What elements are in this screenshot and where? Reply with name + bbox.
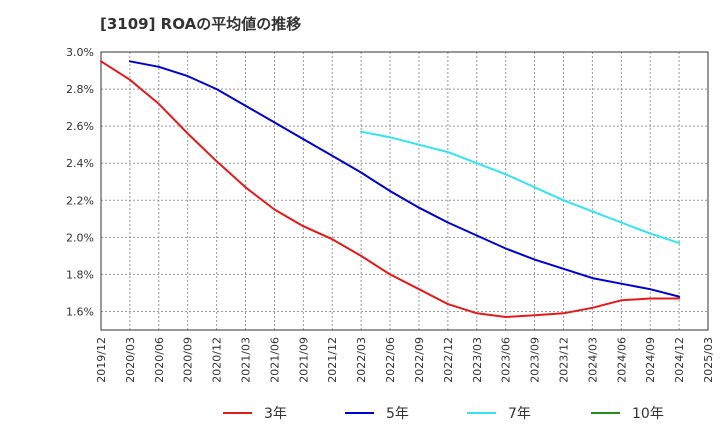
x-tick-label: 2019/12 xyxy=(95,337,108,383)
y-tick-label: 1.6% xyxy=(66,305,94,318)
series-line-5年 xyxy=(128,60,681,298)
y-tick-label: 2.8% xyxy=(66,83,94,96)
legend-label: 3年 xyxy=(264,406,287,422)
plot-frame xyxy=(100,51,709,331)
series-line-7年 xyxy=(360,130,681,244)
x-tick-label: 2021/09 xyxy=(297,337,310,383)
legend-label: 10年 xyxy=(632,406,664,422)
y-tick-label: 2.6% xyxy=(66,120,94,133)
series-line-3年 xyxy=(100,60,681,318)
x-tick-label: 2024/12 xyxy=(673,337,686,383)
x-tick-label: 2023/06 xyxy=(500,337,513,383)
x-tick-label: 2022/03 xyxy=(355,337,368,383)
x-tick-label: 2020/12 xyxy=(211,337,224,383)
x-tick-label: 2022/12 xyxy=(442,337,455,383)
x-tick-label: 2021/03 xyxy=(240,337,253,383)
x-tick-label: 2023/03 xyxy=(471,337,484,383)
x-tick-label: 2023/09 xyxy=(529,337,542,383)
x-tick-label: 2024/03 xyxy=(586,337,599,383)
x-tick-label: 2021/06 xyxy=(268,337,281,383)
y-tick-label: 1.8% xyxy=(66,268,94,281)
x-tick-label: 2025/03 xyxy=(702,337,715,383)
x-tick-label: 2022/09 xyxy=(413,337,426,383)
x-tick-label: 2022/06 xyxy=(384,337,397,383)
y-tick-label: 2.2% xyxy=(66,194,94,207)
x-tick-label: 2024/09 xyxy=(644,337,657,383)
legend-label: 7年 xyxy=(508,406,531,422)
y-tick-label: 2.4% xyxy=(66,157,94,170)
y-tick-label: 2.0% xyxy=(66,231,94,244)
x-tick-label: 2023/12 xyxy=(557,337,570,383)
x-tick-label: 2020/06 xyxy=(153,337,166,383)
x-tick-label: 2020/03 xyxy=(124,337,137,383)
x-tick-label: 2024/06 xyxy=(615,337,628,383)
y-tick-label: 3.0% xyxy=(66,46,94,59)
legend-label: 5年 xyxy=(386,406,409,422)
x-tick-label: 2021/12 xyxy=(326,337,339,383)
x-tick-label: 2020/09 xyxy=(182,337,195,383)
chart-title: [3109] ROAの平均値の推移 xyxy=(100,15,302,33)
